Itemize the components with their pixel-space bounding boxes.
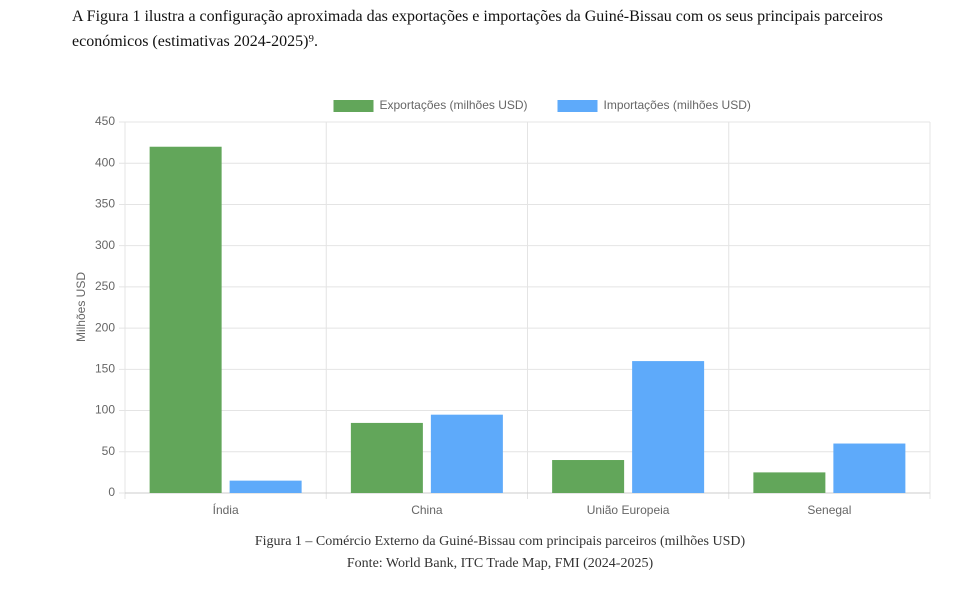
y-tick-label: 400: [95, 155, 115, 169]
x-tick-label: União Europeia: [587, 503, 670, 517]
caption: Figura 1 – Comércio Externo da Guiné-Bis…: [255, 534, 746, 549]
y-tick-label: 250: [95, 279, 115, 293]
legend-swatch: [333, 100, 374, 112]
y-tick-label: 100: [95, 403, 115, 417]
paragraph: A Figura 1 ilustra a configuração aproxi…: [72, 8, 883, 50]
legend-label: Exportações (milhões USD): [380, 98, 528, 112]
bar: [753, 472, 826, 493]
y-tick-label: 300: [95, 238, 115, 252]
y-tick-label: 0: [108, 485, 115, 499]
y-tick-label: 50: [102, 444, 116, 458]
bar: [149, 146, 222, 493]
y-tick-label: 350: [95, 197, 115, 211]
legend-label: Importações (milhões USD): [604, 98, 751, 112]
y-axis-title: Milhões USD: [74, 272, 88, 342]
bar: [229, 480, 302, 493]
bar: [552, 460, 625, 493]
bar: [632, 361, 705, 493]
x-tick-label: Senegal: [807, 503, 851, 517]
x-tick-label: China: [411, 503, 443, 517]
bar: [430, 414, 503, 493]
bar: [350, 422, 423, 493]
x-tick-label: Índia: [213, 502, 239, 517]
legend-swatch: [557, 100, 598, 112]
y-tick-label: 150: [95, 362, 115, 376]
bar: [833, 443, 906, 493]
y-tick-label: 200: [95, 320, 115, 334]
y-tick-label: 450: [95, 114, 115, 128]
caption-source: Fonte: World Bank, ITC Trade Map, FMI (2…: [347, 556, 654, 571]
